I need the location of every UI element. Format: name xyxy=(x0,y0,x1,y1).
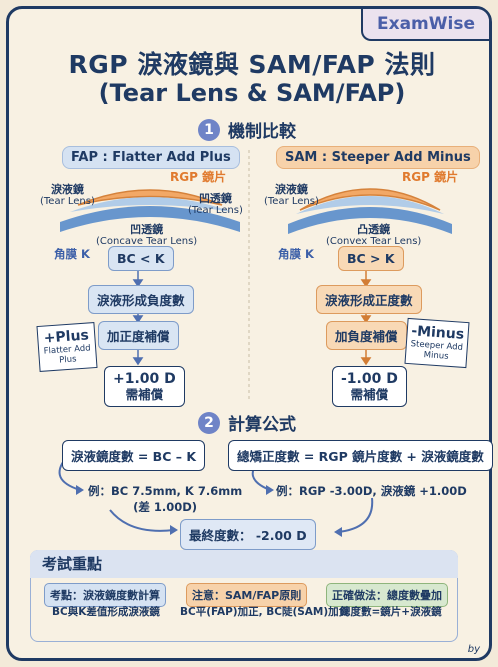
section1-label: 機制比較 xyxy=(228,122,296,142)
fap-condition-box: BC < K xyxy=(108,246,174,271)
exam-tag-2: 注意：SAM/FAP原則 xyxy=(186,583,308,607)
sam-rgp-label: RGP 鏡片 xyxy=(402,170,459,184)
exam-sub-2: BC平(FAP)加正, BC陡(SAM)加負 xyxy=(180,606,350,618)
exam-sub-3: 總度數=鏡片+淚液鏡 xyxy=(340,606,442,618)
sam-lens-type-label: 凸透鏡 (Convex Tear Lens) xyxy=(326,223,422,247)
total-power-formula: 總矯正度數 = RGP 鏡片度數 + 淚液鏡度數 xyxy=(228,440,493,471)
fap-compensation-box: +1.00 D 需補償 xyxy=(104,366,185,407)
right-example: 例：RGP -3.00D, 淚液鏡 +1.00D xyxy=(276,484,467,498)
fap-cornea-label: 角膜 K xyxy=(54,247,90,261)
fap-lens-type-label: 凹透鏡 (Concave Tear Lens) xyxy=(96,223,198,247)
section1-number: 1 xyxy=(198,118,220,141)
final-power-box: 最終度數： -2.00 D xyxy=(180,519,316,550)
title-line1: RGP 淚液鏡與 SAM/FAP 法則 xyxy=(68,50,436,79)
sam-condition-box: BC > K xyxy=(338,246,404,271)
fap-lens-illustration xyxy=(60,189,240,232)
sam-header: SAM : Steeper Add Minus xyxy=(276,146,480,169)
sam-sticky-note: -Minus Steeper Add Minus xyxy=(404,317,470,369)
sam-action-box: 加負度補償 xyxy=(326,321,407,350)
sam-cornea-label: 角膜 K xyxy=(278,247,314,261)
sam-lens-illustration xyxy=(288,188,452,234)
exam-sub-1: BC與K差值形成淚液鏡 xyxy=(52,606,160,618)
exam-panel-header xyxy=(30,550,458,578)
exam-tag-1: 考點：淚液鏡度數計算 xyxy=(44,583,166,607)
sam-compensation-box: -1.00 D 需補償 xyxy=(332,366,407,407)
left-example: 例：BC 7.5mm, K 7.6mm (差 1.00D) xyxy=(88,484,243,514)
exam-title: 考試重點 xyxy=(42,555,103,573)
section2-number: 2 xyxy=(198,411,220,434)
byline: by xyxy=(467,644,480,655)
tear-lens-formula: 淚液鏡度數 = BC – K xyxy=(62,440,206,471)
section2-heading: 2 計算公式 xyxy=(198,410,296,435)
fap-concave-label: 凹透鏡 (Tear Lens) xyxy=(188,192,243,216)
fap-header: FAP : Flatter Add Plus xyxy=(62,146,240,169)
sam-tear-lens-label: 淚液鏡 (Tear Lens) xyxy=(264,183,319,207)
brand-badge: ExamWise xyxy=(361,9,489,41)
fap-result-box: 淚液形成負度數 xyxy=(88,285,194,314)
fap-sticky-note: +Plus Flatter Add Plus xyxy=(36,322,98,372)
exam-tag-3: 正確做法：總度數疊加 xyxy=(326,583,448,607)
section2-label: 計算公式 xyxy=(228,415,296,435)
sam-result-box: 淚液形成正度數 xyxy=(316,285,422,314)
fap-action-box: 加正度補償 xyxy=(98,321,179,350)
fap-tear-lens-label: 淚液鏡 (Tear Lens) xyxy=(40,183,95,207)
fap-rgp-label: RGP 鏡片 xyxy=(170,170,227,184)
section1-heading: 1 機制比較 xyxy=(198,117,296,142)
title-line2: (Tear Lens & SAM/FAP) xyxy=(98,79,406,107)
